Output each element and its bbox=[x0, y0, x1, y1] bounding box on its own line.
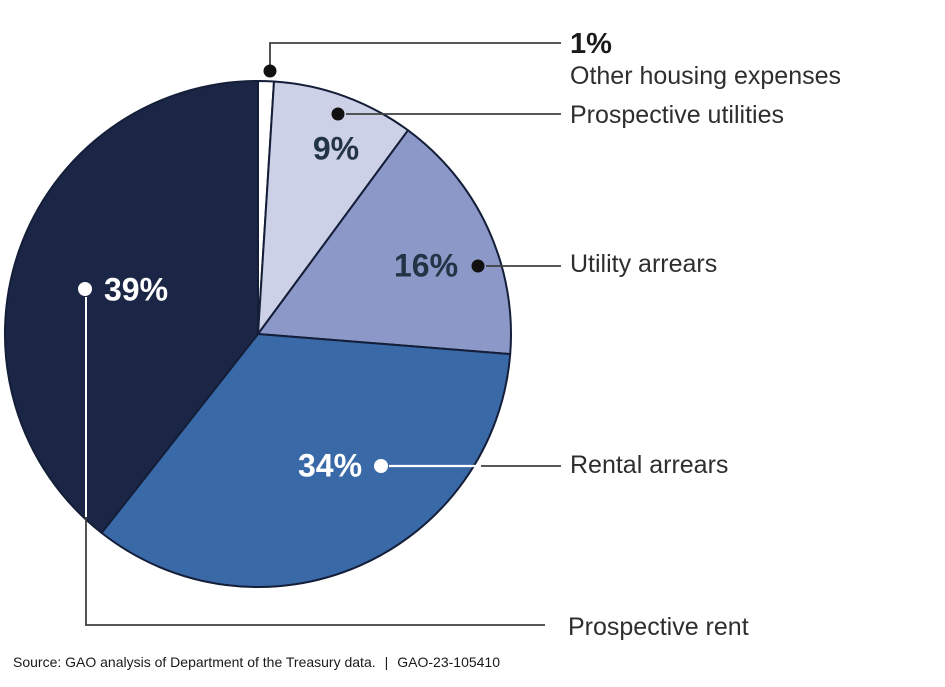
pie-slice-prospective-rent bbox=[4, 80, 259, 534]
callout-label-prospective-rent: Prospective rent bbox=[568, 613, 749, 641]
report-number: GAO-23-105410 bbox=[397, 654, 500, 670]
callout-dot-prospective-utilities bbox=[331, 107, 345, 121]
callout-dot-other-housing-expenses bbox=[263, 64, 277, 78]
source-separator: | bbox=[384, 654, 389, 670]
callout-label-prospective-utilities: Prospective utilities bbox=[570, 101, 784, 129]
source-line: Source: GAO analysis of Department of th… bbox=[13, 652, 500, 672]
source-text: Source: GAO analysis of Department of th… bbox=[13, 654, 376, 670]
callout-pct-other-housing-expenses: 1% bbox=[570, 28, 612, 60]
callout-dot-utility-arrears bbox=[471, 259, 485, 273]
pie-slice-rental-arrears bbox=[100, 333, 512, 589]
pie-slice-utility-arrears bbox=[257, 129, 512, 356]
callout-line-other-housing-expenses bbox=[269, 42, 561, 66]
slice-pct-utility-arrears: 16% bbox=[393, 247, 459, 284]
callout-dot-rental-arrears bbox=[374, 459, 388, 473]
callout-label-other-housing-expenses: Other housing expenses bbox=[570, 62, 842, 90]
callout-label-utility-arrears: Utility arrears bbox=[570, 250, 718, 278]
slice-pct-prospective-utilities: 9% bbox=[312, 130, 360, 167]
callout-line-prospective-rent-outer bbox=[85, 517, 545, 626]
callout-dot-prospective-rent bbox=[78, 282, 92, 296]
callout-label-rental-arrears: Rental arrears bbox=[570, 451, 729, 479]
pie-slice-prospective-utilities bbox=[257, 80, 409, 335]
slice-pct-prospective-rent: 39% bbox=[103, 271, 169, 308]
slice-pct-rental-arrears: 34% bbox=[297, 447, 363, 484]
